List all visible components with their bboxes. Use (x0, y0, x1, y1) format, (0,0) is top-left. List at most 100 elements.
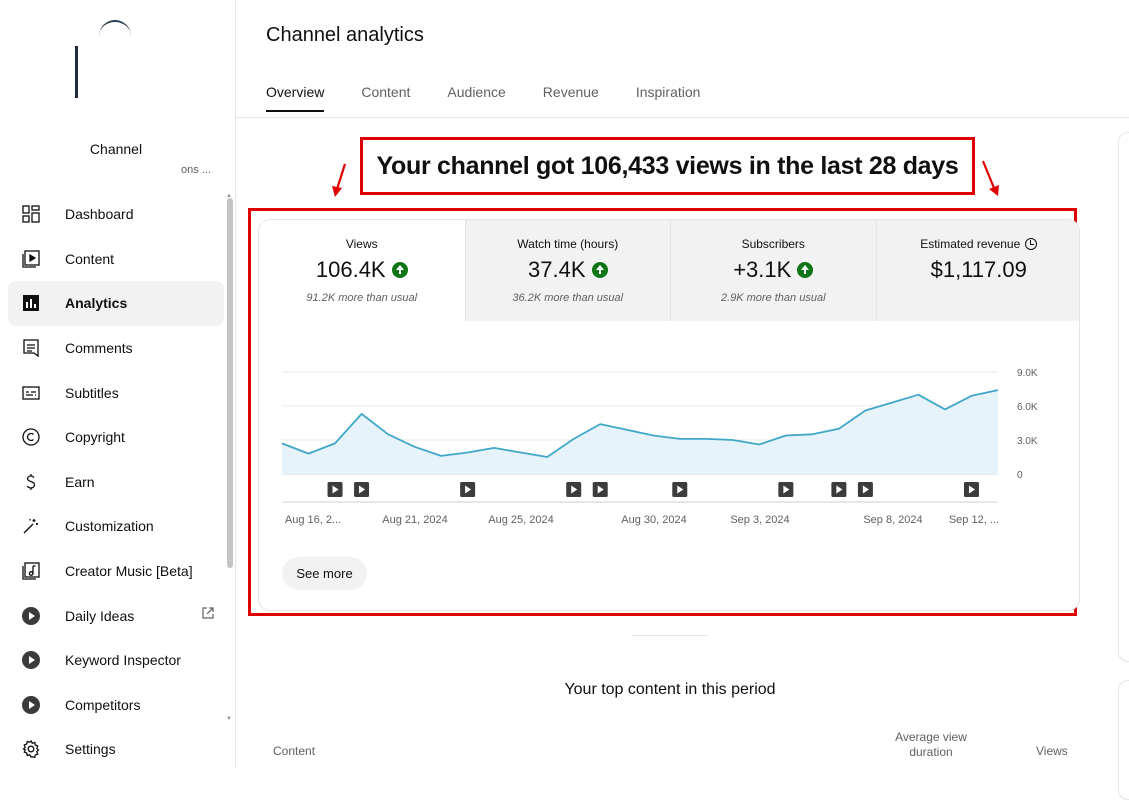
page-title: Channel analytics (266, 24, 424, 46)
scroll-down-arrow[interactable]: ▼ (226, 716, 232, 722)
realtime-card (1118, 132, 1129, 662)
sidebar-item-label: Analytics (65, 295, 128, 312)
video-marker-play (359, 485, 366, 494)
column-header-average-view-duration[interactable]: Average view duration (895, 730, 967, 759)
column-header-content[interactable]: Content (273, 744, 316, 758)
header-divider (236, 117, 1129, 118)
metric-tabs: Views 106.4K 91.2K more than usual Watch… (259, 220, 1080, 321)
video-marker-play (783, 485, 790, 494)
see-more-button[interactable]: See more (282, 557, 367, 590)
sidebar-item-earn[interactable]: Earn (8, 460, 224, 505)
trend-up-icon (797, 262, 814, 278)
x-tick-label: Aug 25, 2024 (488, 514, 553, 526)
gear-icon (20, 738, 42, 760)
video-marker-play (332, 485, 339, 494)
customization-icon (20, 515, 42, 537)
sidebar-item-content[interactable]: Content (8, 237, 224, 282)
subtitles-icon (20, 382, 42, 404)
sidebar-item-analytics[interactable]: Analytics (8, 281, 224, 326)
sidebar-item-daily-ideas[interactable]: Daily Ideas (8, 593, 224, 638)
sidebar-item-label: Earn (65, 473, 95, 490)
channel-label: Channel (89, 141, 143, 157)
headline-annotation-box: Your channel got 106,433 views in the la… (360, 137, 975, 195)
views-line (281, 389, 999, 458)
annotation-arrow-left (332, 163, 347, 197)
x-tick-label: Sep 3, 2024 (730, 514, 789, 526)
metric-note: 2.9K more than usual (720, 292, 826, 304)
sidebar: Channel ons ... Dashboard Content Analyt… (0, 0, 236, 768)
sidebar-item-label: Dashboard (65, 206, 134, 223)
metric-value-row: 37.4K (466, 257, 671, 283)
overview-card: Views 106.4K 91.2K more than usual Watch… (258, 219, 1080, 611)
x-tick-label: Aug 16, 2... (285, 514, 341, 526)
video-marker-play (862, 485, 869, 494)
video-marker-play (465, 485, 472, 494)
y-tick-label: 9.0K (1017, 368, 1038, 379)
views-chart: 9.0K 6.0K 3.0K 0 Aug 16, 2... Aug 21, 2024 Aug… (281, 368, 1038, 526)
tab-audience[interactable]: Audience (447, 84, 506, 100)
x-tick-label: Sep 8, 2024 (863, 514, 922, 526)
video-marker-play (597, 485, 604, 494)
metric-value-row: $1,117.09 (877, 257, 1080, 283)
column-header-views[interactable]: Views (1036, 744, 1068, 758)
tab-inspiration[interactable]: Inspiration (635, 84, 701, 100)
metric-watch-time[interactable]: Watch time (hours) 37.4K 36.2K more than… (464, 220, 671, 321)
x-tick-label: Aug 21, 2024 (382, 514, 447, 526)
section-divider (632, 635, 708, 636)
sidebar-item-dashboard[interactable]: Dashboard (8, 192, 224, 237)
avatar-bar (75, 46, 78, 98)
sidebar-item-settings[interactable]: Settings (8, 727, 224, 768)
top-content-title: Your top content in this period (564, 681, 776, 698)
creator-music-icon (20, 560, 42, 582)
metric-value: $1,117.09 (930, 257, 1027, 282)
scroll-up-arrow[interactable]: ▲ (226, 193, 232, 199)
extension-icon (20, 649, 42, 671)
annotation-arrow-right (981, 160, 999, 196)
metric-views[interactable]: Views 106.4K 91.2K more than usual (259, 220, 465, 321)
tab-revenue[interactable]: Revenue (542, 84, 599, 100)
metric-value: +3.1K (733, 257, 792, 282)
x-tick-label: Sep 12, ... (949, 514, 999, 526)
metric-label: Estimated revenue (920, 237, 1021, 251)
y-tick-label: 0 (1017, 470, 1023, 481)
sidebar-item-label: Daily Ideas (65, 607, 135, 624)
dashboard-icon (20, 203, 42, 225)
sidebar-item-keyword-inspector[interactable]: Keyword Inspector (8, 638, 224, 683)
x-tick-label: Aug 30, 2024 (621, 514, 686, 526)
metric-value-row: +3.1K (671, 257, 876, 283)
sidebar-item-label: Creator Music [Beta] (65, 563, 193, 580)
sidebar-item-label: Keyword Inspector (65, 652, 181, 669)
y-tick-label: 3.0K (1017, 436, 1038, 447)
y-tick-label: 6.0K (1017, 402, 1038, 413)
metric-value: 106.4K (315, 257, 386, 282)
sidebar-item-label: Copyright (65, 429, 125, 446)
video-marker-play (677, 485, 684, 494)
sidebar-item-label: Settings (65, 741, 116, 758)
sidebar-item-subtitles[interactable]: Subtitles (8, 370, 224, 415)
metric-label: Subscribers (741, 237, 805, 251)
trend-up-icon (591, 262, 608, 278)
metric-label: Watch time (hours) (517, 237, 619, 251)
sidebar-item-label: Content (65, 250, 115, 267)
extension-icon (20, 694, 42, 716)
video-marker-play (571, 485, 578, 494)
clock-icon (1025, 238, 1038, 250)
channel-name: ons ... (181, 164, 211, 176)
sidebar-nav: Dashboard Content Analytics Comments Sub… (8, 192, 224, 768)
avatar-arc (99, 20, 131, 52)
side-card (1118, 680, 1129, 800)
sidebar-item-comments[interactable]: Comments (8, 326, 224, 371)
avatar[interactable] (55, 14, 177, 104)
tab-content[interactable]: Content (361, 84, 411, 100)
metric-subscribers[interactable]: Subscribers +3.1K 2.9K more than usual (670, 220, 876, 321)
metric-label-row: Estimated revenue (877, 237, 1080, 251)
sidebar-item-label: Customization (65, 518, 154, 535)
sidebar-scrollbar[interactable] (227, 198, 233, 568)
metric-value-row: 106.4K (259, 257, 465, 283)
sidebar-item-copyright[interactable]: Copyright (8, 415, 224, 460)
sidebar-item-customization[interactable]: Customization (8, 504, 224, 549)
sidebar-item-competitors[interactable]: Competitors (8, 683, 224, 728)
metric-estimated-revenue[interactable]: Estimated revenue $1,117.09 (875, 220, 1080, 321)
sidebar-item-creator-music[interactable]: Creator Music [Beta] (8, 549, 224, 594)
tab-overview[interactable]: Overview (266, 84, 325, 112)
